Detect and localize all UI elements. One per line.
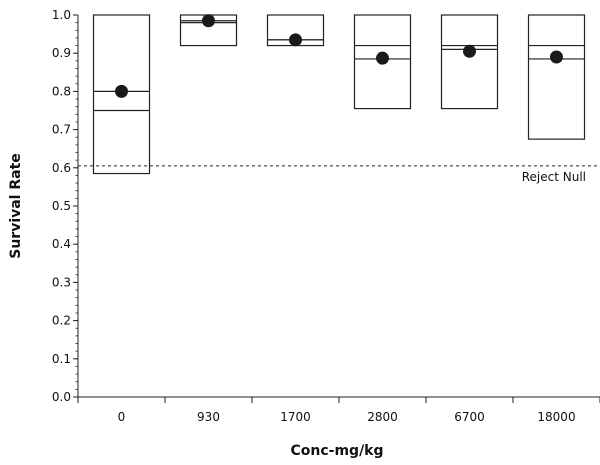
mean-point [115, 84, 128, 98]
y-tick-label: 1.0 [52, 8, 71, 22]
box-rect [527, 14, 586, 140]
y-axis-title: Survival Rate [8, 153, 24, 259]
y-tick-label: 0.4 [52, 237, 71, 251]
box-rect [440, 14, 499, 110]
y-tick-label: 0.2 [52, 314, 71, 328]
x-tick-label: 930 [197, 410, 220, 424]
mean-point [376, 51, 389, 65]
mean-point [202, 14, 215, 28]
x-tick-label: 2800 [367, 410, 398, 424]
y-tick-label: 0.9 [52, 46, 71, 60]
box-930 [179, 14, 238, 47]
y-tick-label: 0.7 [52, 123, 71, 137]
x-tick-label: 1700 [280, 410, 311, 424]
box-rect [353, 14, 412, 110]
x-axis: 0 930 1700 2800 6700 18000 [77, 396, 600, 424]
y-tick-label: 0.8 [52, 84, 71, 98]
y-tick-label: 0.0 [52, 390, 71, 404]
y-tick-label: 0.5 [52, 199, 71, 213]
reference-line-group: Reject Null [78, 165, 600, 184]
box-0 [92, 14, 151, 175]
box-rect [92, 14, 151, 175]
box-6700 [440, 14, 499, 110]
mean-point [550, 50, 563, 64]
mean-point [289, 33, 302, 47]
x-tick-label: 6700 [454, 410, 485, 424]
y-tick-label: 0.1 [52, 352, 71, 366]
reject-null-label: Reject Null [522, 170, 586, 184]
box-18000 [527, 14, 586, 140]
y-tick-label: 0.6 [52, 161, 71, 175]
x-tick-label: 0 [118, 410, 126, 424]
box-1700 [266, 14, 325, 47]
boxes [92, 14, 586, 175]
mean-point [463, 44, 476, 58]
x-tick-label: 18000 [537, 410, 575, 424]
y-tick-label: 0.3 [52, 275, 71, 289]
box-2800 [353, 14, 412, 110]
y-axis: 0.0 0.1 0.2 0.3 0.4 0.5 0.6 0.7 0.8 0.9 1.0 [52, 8, 79, 404]
x-axis-title: Conc-mg/kg [290, 443, 383, 459]
